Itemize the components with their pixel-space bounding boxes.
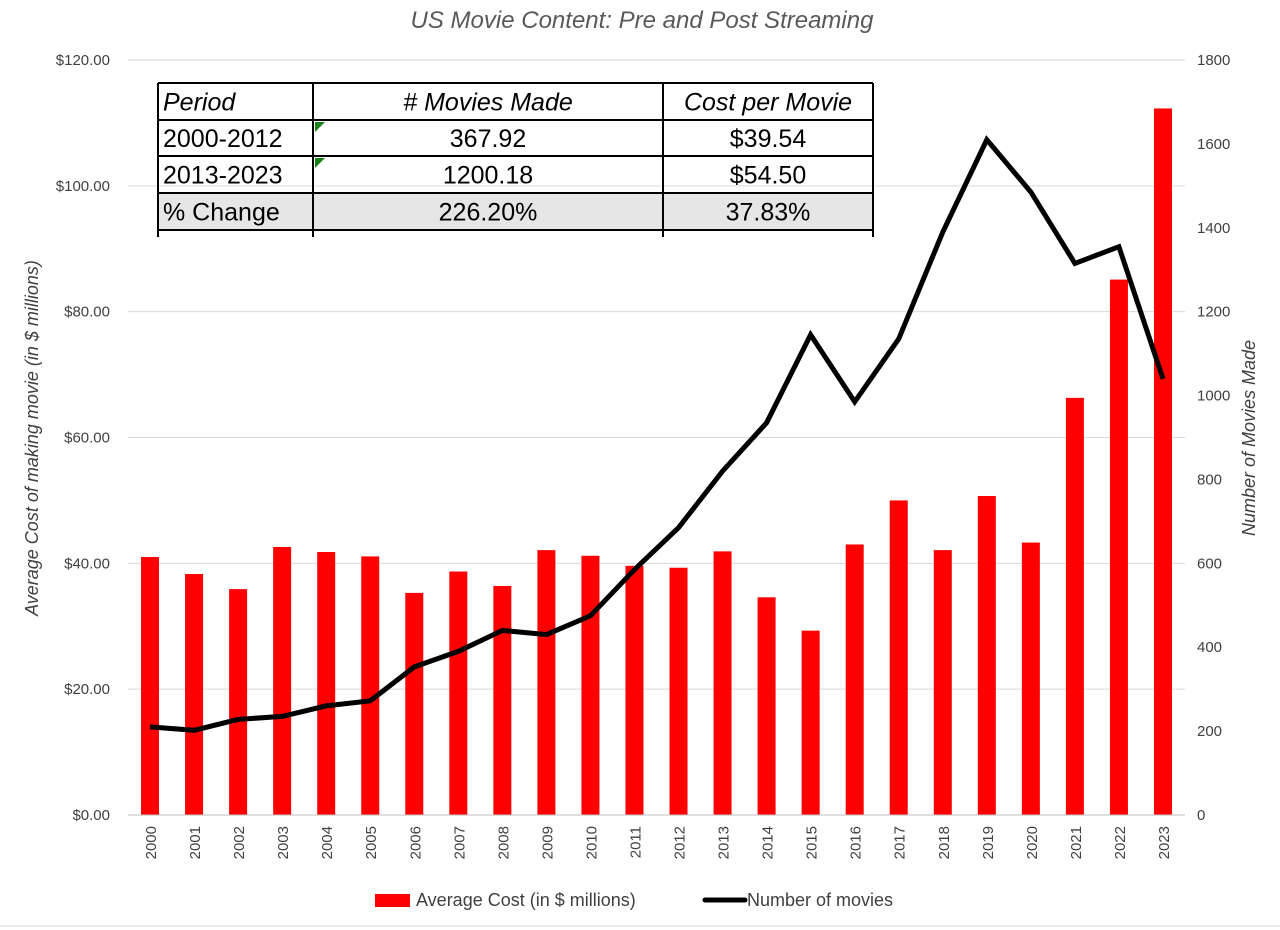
bar-2000 bbox=[141, 557, 160, 815]
x-tick-label: 2006 bbox=[407, 826, 424, 859]
x-tick-label: 2008 bbox=[495, 826, 512, 859]
legend-swatch-average-cost bbox=[375, 894, 410, 907]
bar-2011 bbox=[625, 565, 644, 815]
x-tick-label: 2014 bbox=[760, 826, 777, 859]
table-cell: % Change bbox=[163, 199, 280, 227]
bar-2001 bbox=[185, 574, 204, 815]
cell-marker-icon bbox=[315, 158, 325, 168]
legend: Average Cost (in $ millions) Number of m… bbox=[375, 890, 893, 910]
table-cell: 367.92 bbox=[450, 125, 526, 153]
bar-2019 bbox=[977, 496, 996, 815]
bar-2014 bbox=[757, 597, 776, 815]
x-tick-label: 2003 bbox=[275, 826, 292, 859]
legend-label-average-cost: Average Cost (in $ millions) bbox=[416, 890, 636, 910]
cell-marker-icon bbox=[315, 122, 325, 132]
table-header-cell: # Movies Made bbox=[403, 89, 573, 117]
x-tick-label: 2009 bbox=[539, 826, 556, 859]
table-cell: 37.83% bbox=[726, 199, 811, 227]
y-tick-left: $60.00 bbox=[64, 430, 110, 447]
x-tick-label: 2015 bbox=[804, 826, 821, 859]
bar-2015 bbox=[801, 630, 820, 815]
y-tick-left: $80.00 bbox=[64, 304, 110, 321]
x-tick-label: 2005 bbox=[363, 826, 380, 859]
x-tick-label: 2001 bbox=[187, 826, 204, 859]
y-tick-right: 1400 bbox=[1197, 220, 1230, 237]
x-tick-label: 2016 bbox=[848, 826, 865, 859]
bar-2021 bbox=[1065, 397, 1084, 815]
x-tick-label: 2021 bbox=[1068, 826, 1085, 859]
table-cell: 2013-2023 bbox=[163, 162, 283, 190]
y-axis-title-left: Average Cost of making movie (in $ milli… bbox=[22, 260, 42, 617]
x-tick-label: 2007 bbox=[451, 826, 468, 859]
bar-2010 bbox=[581, 555, 600, 815]
legend-label-number-of-movies: Number of movies bbox=[747, 890, 893, 910]
x-tick-label: 2022 bbox=[1112, 826, 1129, 859]
table-cell: 1200.18 bbox=[443, 162, 533, 190]
table-header-cell: Period bbox=[163, 89, 236, 117]
y-tick-right: 1000 bbox=[1197, 388, 1230, 405]
bar-2006 bbox=[405, 592, 424, 815]
x-tick-label: 2010 bbox=[583, 826, 600, 859]
bar-2022 bbox=[1109, 279, 1128, 815]
y-tick-right: 1600 bbox=[1197, 136, 1230, 153]
y-tick-right: 1800 bbox=[1197, 52, 1230, 69]
y-tick-left: $0.00 bbox=[72, 807, 110, 824]
x-tick-label: 2019 bbox=[980, 826, 997, 859]
line-number-of-movies bbox=[149, 135, 1166, 733]
bar-2009 bbox=[537, 550, 556, 815]
x-axis: 2000 2001 2002 2003 2004 2005 2006 2007 2008 2009… bbox=[128, 814, 1185, 859]
y-tick-right: 0 bbox=[1197, 807, 1205, 824]
bar-2007 bbox=[449, 571, 468, 815]
summary-table: Period # Movies Made Cost per Movie 2000-20… bbox=[157, 82, 874, 237]
bar-2008 bbox=[493, 585, 512, 815]
bar-2002 bbox=[229, 589, 248, 815]
x-tick-label: 2012 bbox=[672, 826, 689, 859]
y-tick-left: $40.00 bbox=[64, 555, 110, 572]
bar-2012 bbox=[669, 567, 688, 815]
x-tick-label: 2011 bbox=[627, 826, 644, 858]
x-tick-label: 2020 bbox=[1024, 826, 1041, 859]
y-tick-right: 800 bbox=[1197, 471, 1222, 488]
y-tick-right: 1200 bbox=[1197, 304, 1230, 321]
x-tick-label: 2013 bbox=[716, 826, 733, 859]
bar-2023 bbox=[1153, 108, 1172, 816]
x-tick-label: 2004 bbox=[319, 826, 336, 859]
y-tick-left: $100.00 bbox=[56, 178, 110, 195]
table-cell: 226.20% bbox=[439, 199, 538, 227]
bar-2016 bbox=[845, 544, 864, 815]
x-tick-label: 2023 bbox=[1156, 826, 1173, 859]
table-header-cell: Cost per Movie bbox=[684, 89, 852, 117]
bar-2005 bbox=[361, 556, 380, 815]
x-tick-label: 2000 bbox=[143, 826, 160, 859]
y-tick-right: 600 bbox=[1197, 555, 1222, 572]
y-tick-left: $120.00 bbox=[56, 52, 110, 69]
x-tick-label: 2002 bbox=[231, 826, 248, 859]
x-tick-label: 2017 bbox=[892, 826, 909, 859]
bar-series bbox=[141, 108, 1172, 816]
bar-2013 bbox=[713, 551, 732, 815]
chart-title: US Movie Content: Pre and Post Streaming bbox=[411, 7, 875, 34]
bar-2018 bbox=[933, 550, 952, 815]
bar-2020 bbox=[1021, 542, 1040, 815]
right-axis: 1800 1600 1400 1200 1000 800 600 400 200 0 bbox=[1197, 52, 1230, 824]
bar-2017 bbox=[889, 500, 908, 815]
line-series bbox=[149, 135, 1166, 733]
table-highlight-row bbox=[158, 193, 873, 230]
x-tick-label: 2018 bbox=[936, 826, 953, 859]
bar-2004 bbox=[317, 552, 336, 815]
table-cell: 2000-2012 bbox=[163, 125, 283, 153]
y-tick-left: $20.00 bbox=[64, 681, 110, 698]
bar-2003 bbox=[273, 546, 292, 815]
table-cell: $54.50 bbox=[730, 162, 806, 190]
table-cell: $39.54 bbox=[730, 125, 807, 153]
y-tick-right: 400 bbox=[1197, 639, 1222, 656]
left-axis: $120.00 $100.00 $80.00 $60.00 $40.00 $20.00 $0… bbox=[56, 52, 110, 824]
y-tick-right: 200 bbox=[1197, 723, 1222, 740]
y-axis-title-right: Number of Movies Made bbox=[1239, 340, 1259, 536]
